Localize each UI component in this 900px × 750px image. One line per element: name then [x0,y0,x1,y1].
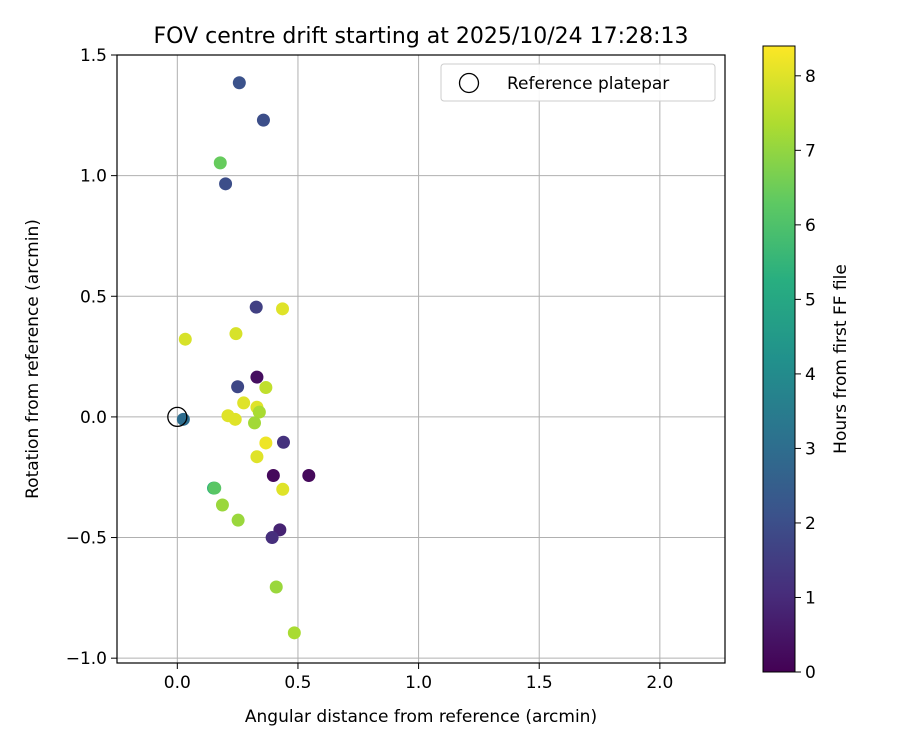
data-point [266,469,280,483]
x-axis-ticks: 0.0 0.5 1.0 1.5 2.0 [164,663,673,693]
y-tick-label: −1.0 [66,649,107,669]
x-tick-label: 2.0 [646,673,673,693]
colorbar-ticks: 0 1 2 3 4 5 6 7 8 [795,67,816,683]
x-axis-label: Angular distance from reference (arcmin) [245,707,597,727]
data-point [213,156,227,170]
data-point [276,435,290,449]
data-point [259,436,273,450]
data-point [248,416,262,430]
data-points [167,76,316,640]
y-tick-label: 0.0 [80,408,107,428]
data-point [276,482,290,496]
x-tick-label: 1.5 [526,673,553,693]
chart-title: FOV centre drift starting at 2025/10/24 … [154,24,689,49]
data-point [237,396,251,410]
y-tick-label: −0.5 [66,529,107,549]
legend-reference-marker [458,72,480,94]
data-point [219,177,233,191]
data-point [259,380,273,394]
colorbar-tick-label: 1 [805,588,816,608]
data-point [256,113,270,127]
data-point [252,405,266,419]
y-axis-label: Rotation from reference (arcmin) [23,219,43,499]
colorbar: 0 1 2 3 4 5 6 7 8 Hours from first FF file [762,45,851,683]
colorbar-gradient [762,45,796,673]
colorbar-tick-label: 6 [805,216,816,236]
y-tick-label: 0.5 [80,287,107,307]
data-point [302,469,316,483]
data-point [229,327,243,341]
colorbar-tick-label: 4 [805,365,816,385]
data-point [250,450,264,464]
data-point [215,498,229,512]
colorbar-tick-label: 5 [805,290,816,310]
data-point [276,302,290,316]
data-point [249,300,263,314]
legend: Reference platepar [440,63,716,102]
data-point [231,513,245,527]
reference-platepar-marker [167,406,188,428]
x-tick-label: 1.0 [405,673,432,693]
data-point [265,531,279,545]
y-tick-label: 1.5 [80,46,107,66]
data-point [232,76,246,90]
y-tick-label: 1.0 [80,167,107,187]
colorbar-tick-label: 0 [805,663,816,683]
colorbar-tick-label: 2 [805,514,816,534]
grid-lines [117,54,725,663]
data-point [287,626,301,640]
colorbar-tick-label: 7 [805,141,816,161]
data-point [269,580,283,594]
data-point [208,481,222,495]
data-point [178,332,192,346]
colorbar-tick-label: 3 [805,439,816,459]
data-point [228,412,242,426]
y-axis-ticks: −1.0 −0.5 0.0 0.5 1.0 1.5 [66,46,117,669]
colorbar-tick-label: 8 [805,67,816,87]
colorbar-label: Hours from first FF file [831,264,851,454]
plot-frame [116,54,726,664]
legend-box [440,63,716,102]
data-point [231,380,245,394]
x-tick-label: 0.5 [284,673,311,693]
x-tick-label: 0.0 [164,673,191,693]
legend-reference-label: Reference platepar [507,74,669,94]
data-point [250,370,264,384]
